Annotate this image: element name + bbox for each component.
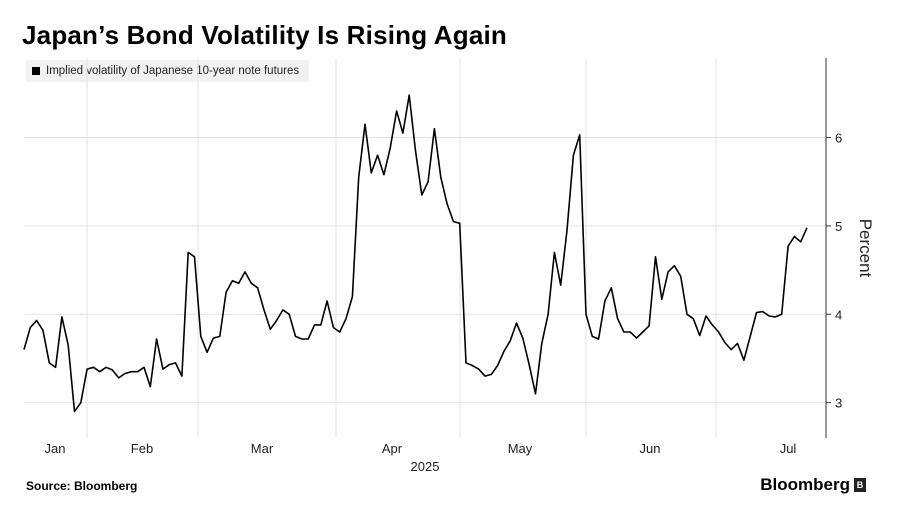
legend: Implied volatility of Japanese 10-year n… <box>26 60 310 82</box>
x-tick-label-feb: Feb <box>131 441 153 456</box>
legend-swatch <box>32 67 40 75</box>
source-note: Source: Bloomberg <box>26 479 138 493</box>
x-tick-label-jan: Jan <box>45 441 66 456</box>
y-tick-label: 6 <box>835 131 842 146</box>
x-tick-label-may: May <box>508 441 533 456</box>
y-tick-label: 4 <box>835 307 842 322</box>
y-ticks: 3 4 5 6 <box>826 131 842 411</box>
x-tick-label-jul: Jul <box>780 441 797 456</box>
x-ticks: Jan Feb Mar Apr May Jun Jul <box>45 441 797 456</box>
x-tick-label-jun: Jun <box>640 441 661 456</box>
x-tick-label-mar: Mar <box>251 441 274 456</box>
brand-mark-icon: B <box>854 478 866 492</box>
x-tick-label-apr: Apr <box>382 441 403 456</box>
y-tick-label: 3 <box>835 396 842 411</box>
y-axis-label: Percent <box>856 219 875 278</box>
brand-logo: Bloomberg B <box>760 475 866 495</box>
vertical-gridlines <box>86 58 717 438</box>
y-tick-label: 5 <box>835 219 842 234</box>
brand-name: Bloomberg <box>760 475 850 494</box>
legend-label: Implied volatility of Japanese 10-year n… <box>46 65 300 77</box>
x-axis-label: 2025 <box>411 459 440 474</box>
horizontal-gridlines <box>24 137 826 404</box>
series-line-implied-volatility <box>23 94 808 413</box>
chart-title: Japan’s Bond Volatility Is Rising Again <box>22 20 508 50</box>
